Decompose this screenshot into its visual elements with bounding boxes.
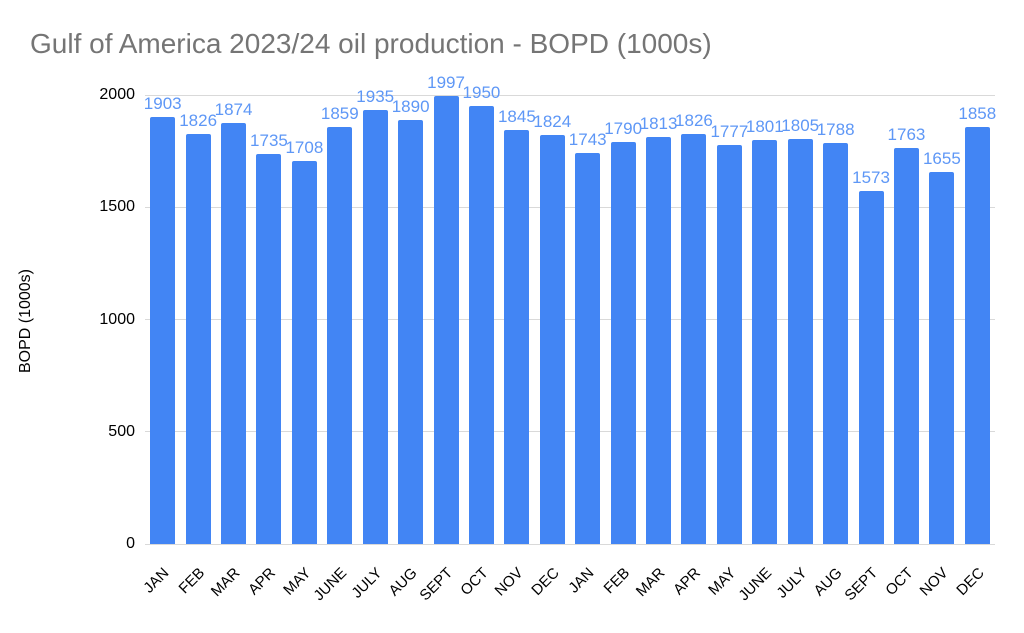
- bar-value-label: 1813: [639, 113, 678, 133]
- y-tick-label: 1000: [99, 310, 135, 328]
- x-tick-label: JULY: [773, 564, 811, 602]
- bar-value-label: 1805: [781, 115, 820, 135]
- x-tick-label: MAY: [280, 564, 315, 599]
- x-tick-label: NOV: [916, 564, 952, 600]
- bar-value-label: 1763: [887, 125, 926, 145]
- x-tick-label: APR: [245, 564, 279, 599]
- bar-value-label: 1890: [391, 96, 430, 116]
- x-tick-label: JUNE: [735, 564, 775, 605]
- x-tick-label: JAN: [140, 564, 173, 597]
- chart-title: Gulf of America 2023/24 oil production -…: [30, 28, 712, 59]
- x-tick-label: DEC: [527, 564, 563, 599]
- bar: [256, 154, 282, 544]
- bar-value-label: 1874: [214, 100, 253, 120]
- bar: [398, 119, 424, 544]
- x-tick-label: JAN: [565, 564, 598, 597]
- x-tick-label: APR: [670, 564, 704, 599]
- bar-value-label: 1735: [250, 131, 288, 151]
- x-tick-label: MAY: [705, 564, 740, 599]
- x-tick-label: FEB: [175, 564, 209, 598]
- bar: [929, 172, 955, 544]
- bar-value-label: 1858: [958, 103, 997, 123]
- bar: [752, 139, 778, 544]
- x-tick-label: FEB: [600, 564, 634, 598]
- x-tick-label: SEPT: [841, 564, 882, 605]
- bar: [893, 148, 919, 544]
- bar-value-label: 1903: [143, 93, 182, 113]
- bar-value-label: 1859: [320, 103, 359, 123]
- bar: [681, 134, 707, 544]
- bar: [185, 134, 211, 544]
- bar: [787, 138, 813, 544]
- y-tick-label: 2000: [99, 86, 135, 103]
- x-tick-label: MAR: [207, 564, 244, 601]
- y-tick-label: 500: [108, 422, 135, 440]
- x-tick-label: AUG: [810, 564, 846, 600]
- bar-value-label: 1788: [816, 119, 855, 139]
- bar: [858, 190, 884, 544]
- bar-value-label: 1845: [497, 106, 536, 126]
- x-tick-label: SEPT: [416, 564, 457, 605]
- bar-value-label: 1655: [922, 149, 961, 169]
- bar-value-label: 1824: [533, 111, 572, 131]
- bar: [610, 142, 636, 544]
- y-axis-title: BOPD (1000s): [17, 268, 34, 374]
- bar: [468, 106, 494, 544]
- x-tick-label: OCT: [882, 564, 917, 599]
- bar: [327, 126, 353, 544]
- bar-value-label: 1997: [427, 72, 465, 92]
- y-tick-label: 1500: [99, 198, 135, 216]
- bar-value-label: 1777: [710, 122, 749, 142]
- bar-value-label: 1801: [745, 116, 784, 136]
- gridline: [145, 206, 995, 208]
- bar: [221, 123, 247, 544]
- bar-value-label: 1790: [604, 119, 643, 139]
- bar-value-label: 1826: [179, 111, 218, 131]
- x-tick-label: DEC: [952, 564, 988, 599]
- x-tick-label: OCT: [457, 564, 492, 599]
- bar-value-label: 1935: [356, 86, 395, 106]
- bar: [716, 145, 742, 544]
- x-tick-label: JUNE: [310, 564, 350, 605]
- bar: [150, 116, 176, 544]
- plot-area: 0 500 1000 1500 2000 1903 JAN 1826 FEB 1874 MAR 173…: [99, 73, 996, 605]
- bar: [964, 126, 990, 544]
- bar: [504, 129, 530, 544]
- bar-value-label: 1950: [462, 83, 501, 103]
- bar: [362, 109, 388, 544]
- bar-value-label: 1826: [675, 111, 713, 131]
- x-tick-label: AUG: [385, 564, 421, 600]
- gridline: [145, 319, 995, 320]
- bar: [433, 95, 459, 544]
- x-tick-label: JULY: [348, 564, 386, 602]
- bar: [823, 142, 849, 544]
- bar: [291, 160, 317, 544]
- gridline: [145, 94, 995, 96]
- bar: [646, 136, 672, 544]
- gridline: [145, 543, 995, 545]
- y-tick-label: 0: [126, 535, 135, 552]
- x-tick-label: MAR: [632, 564, 669, 601]
- bar: [539, 134, 565, 544]
- bar-value-label: 1708: [285, 137, 324, 157]
- bar-value-label: 1573: [852, 167, 890, 187]
- x-tick-label: NOV: [491, 564, 527, 600]
- bar: [575, 152, 601, 544]
- gridline: [145, 431, 995, 433]
- bar-value-label: 1743: [568, 129, 607, 149]
